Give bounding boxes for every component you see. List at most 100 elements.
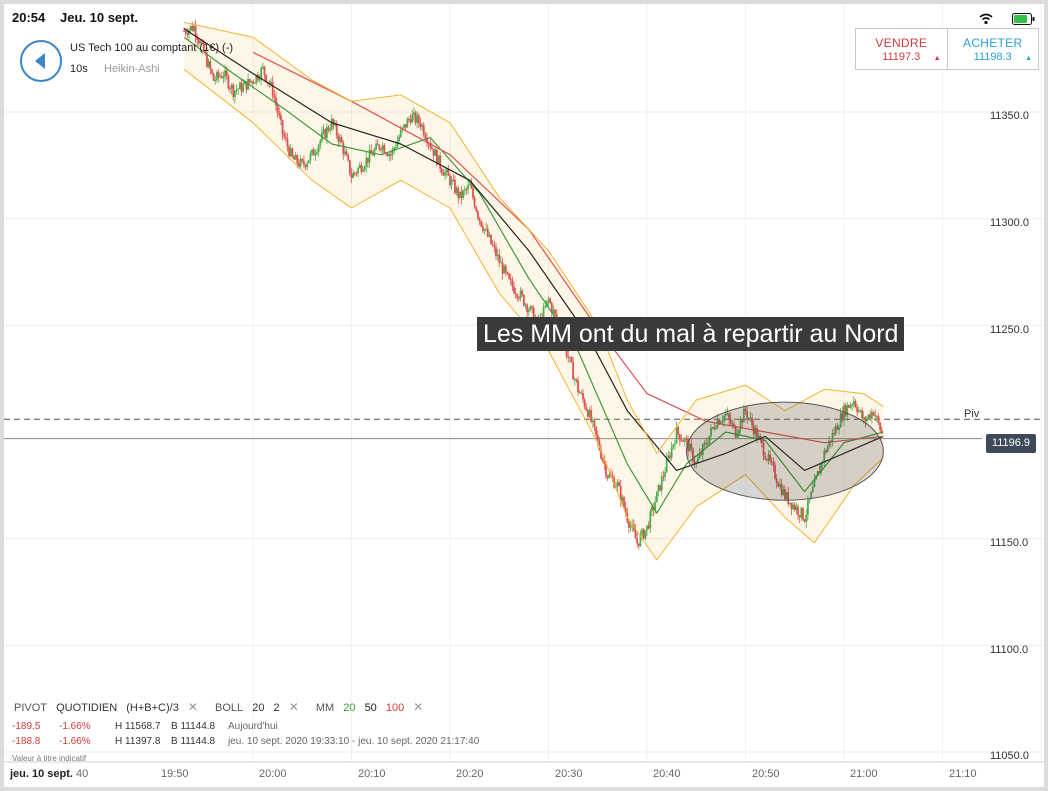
candle-body (780, 483, 783, 495)
y-tick-label: 11050.0 (990, 750, 1029, 762)
candle (762, 437, 765, 461)
candle (217, 69, 220, 83)
candle (209, 58, 212, 75)
candle-body (196, 36, 199, 41)
candle (754, 424, 757, 441)
candle-body (325, 127, 328, 138)
consolidation-ellipse (685, 401, 884, 501)
candle (770, 457, 773, 466)
remove-pivot-icon[interactable]: ✕ (187, 700, 198, 714)
remove-mm-icon[interactable]: ✕ (413, 700, 424, 714)
candle-body (234, 90, 236, 97)
candle (637, 543, 640, 550)
candle (703, 440, 706, 448)
series-line-boll-inf (183, 68, 884, 561)
candle-body (376, 143, 379, 146)
candle (803, 518, 806, 524)
candle (582, 388, 584, 403)
mm-indicator-name[interactable]: MM (315, 702, 335, 714)
candle (550, 301, 553, 317)
candle (360, 161, 363, 175)
candle-body (294, 155, 297, 160)
candle-body (491, 243, 494, 246)
candle (785, 491, 788, 501)
price-chart[interactable] (4, 4, 1044, 787)
candle (672, 443, 675, 451)
candle-body (452, 179, 455, 181)
buy-button[interactable]: ACHETER 11198.3 ▲ (946, 29, 1039, 69)
candle-body (467, 185, 469, 190)
candle-body (793, 504, 796, 510)
candle (260, 65, 263, 86)
candle (480, 220, 483, 228)
candle-body (721, 421, 724, 423)
candle-body (225, 70, 228, 77)
stat-change: -188.8 (12, 736, 41, 747)
candle-body (355, 172, 358, 174)
candle (353, 171, 356, 177)
candle-body (511, 280, 514, 287)
candle (324, 128, 327, 139)
candle-body (324, 129, 327, 138)
candle (806, 495, 809, 521)
timeframe-selector[interactable]: 10s (70, 63, 88, 75)
candle-body (445, 169, 448, 172)
candle-body (396, 140, 399, 148)
candle (670, 441, 673, 461)
candle-body (352, 172, 355, 178)
candle-body (736, 434, 739, 438)
candle (623, 495, 625, 509)
candle-body (872, 412, 875, 416)
candle (851, 403, 854, 411)
candle (444, 167, 446, 180)
candle (616, 479, 619, 493)
candle-body (298, 163, 300, 167)
pivot-indicator-name[interactable]: PIVOT (14, 702, 48, 714)
candle-body (787, 492, 790, 504)
candle-body (509, 278, 512, 281)
candle-body (545, 300, 548, 306)
back-button[interactable] (20, 40, 62, 82)
candle (831, 429, 834, 447)
candle (317, 143, 320, 157)
candle-body (414, 112, 417, 123)
candle (669, 451, 671, 462)
candle (501, 258, 504, 280)
candle-body (844, 405, 847, 416)
candle (504, 264, 507, 277)
candle-body (777, 483, 780, 487)
remove-boll-icon[interactable]: ✕ (288, 700, 299, 714)
candle-type-selector[interactable]: Heikin-Ashi (104, 63, 160, 75)
candle (701, 443, 704, 461)
candle (409, 114, 412, 126)
candle (288, 144, 291, 160)
candle (398, 134, 401, 143)
candle-body (585, 406, 588, 411)
candle-body (843, 405, 845, 421)
candle-body (220, 76, 223, 79)
candle-body (831, 433, 834, 443)
candle (800, 506, 803, 521)
sell-button[interactable]: VENDRE 11197.3 ▲ (856, 29, 947, 69)
candle-body (362, 169, 364, 172)
boll-indicator-name[interactable]: BOLL (215, 702, 244, 714)
chart-grid (4, 4, 1044, 762)
candle (309, 150, 312, 164)
indicator-bar: PIVOT QUOTIDIEN (H+B+C)/3 ✕ BOLL 20 2 ✕ … (14, 700, 429, 714)
candle-body (465, 189, 468, 191)
candle-body (483, 229, 486, 231)
candle-body (442, 172, 445, 176)
candle-body (490, 234, 492, 244)
candle (183, 27, 185, 32)
candle-body (624, 507, 627, 513)
candle-body (634, 530, 637, 539)
y-tick-label: 11100.0 (990, 644, 1029, 656)
candle (455, 185, 458, 196)
candle-body (480, 220, 483, 227)
candle (518, 295, 520, 301)
candle-body (696, 458, 699, 463)
candle-body (370, 150, 373, 154)
candle (688, 440, 691, 452)
candle-body (444, 171, 446, 176)
candle (403, 123, 405, 131)
